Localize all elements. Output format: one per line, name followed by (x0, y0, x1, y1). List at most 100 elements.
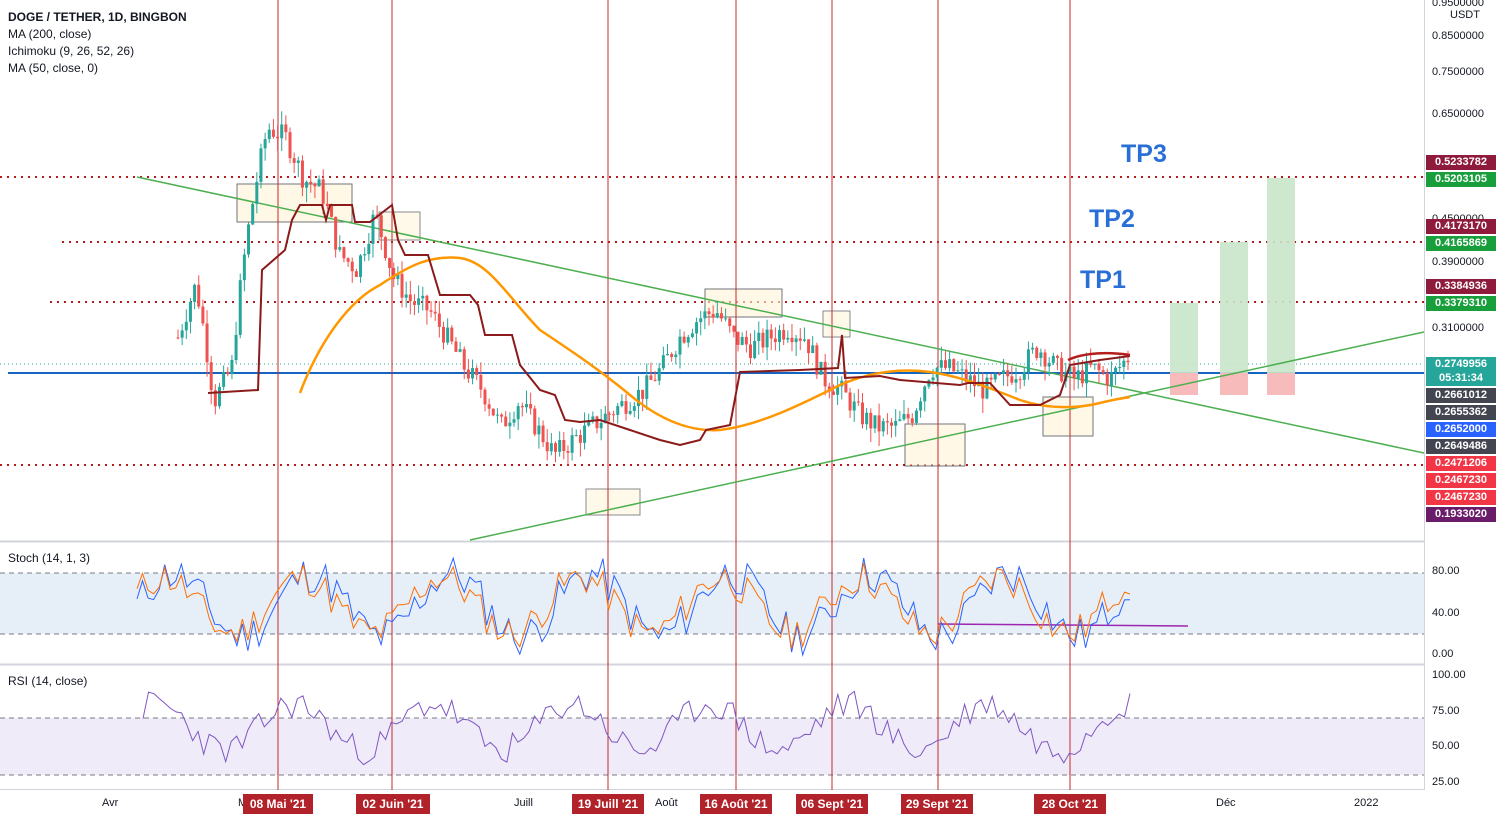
stoch-support-line[interactable] (937, 623, 1189, 627)
pivot-box[interactable] (904, 423, 966, 467)
ascending-trendline[interactable] (469, 331, 1425, 541)
candle-body (1122, 360, 1126, 368)
main-pane[interactable] (0, 0, 1424, 540)
candle-body (1051, 355, 1055, 363)
candle-body (869, 412, 873, 429)
candle-body (1080, 370, 1084, 384)
candle-body (860, 402, 864, 425)
pivot-box[interactable] (1042, 396, 1094, 437)
candle-body (276, 136, 280, 139)
candle-body (670, 353, 674, 357)
candle-body (1047, 362, 1051, 367)
candle-body (458, 349, 462, 352)
price-tag: 0.2655362 (1426, 405, 1496, 420)
candle-body (404, 294, 408, 298)
candle-body (1031, 347, 1035, 350)
candle-body (226, 371, 230, 375)
rsi-legend[interactable]: RSI (14, close) (8, 674, 88, 688)
ma200-legend[interactable]: MA (200, close) (8, 27, 92, 41)
candle-body (778, 330, 782, 343)
pivot-box[interactable] (822, 310, 851, 338)
candle-body (570, 435, 574, 453)
candle-body (1105, 372, 1109, 386)
candle-body (894, 420, 898, 426)
price-tag: 0.1933020 (1426, 507, 1496, 522)
candle-body (873, 415, 877, 429)
countdown-tag: 05:31:34 (1426, 371, 1496, 386)
candle-body (910, 418, 914, 423)
candle-body (371, 214, 375, 244)
candle-body (367, 243, 371, 255)
candle-body (674, 354, 678, 357)
candle-body (201, 306, 205, 324)
ma50-legend[interactable]: MA (50, close, 0) (8, 61, 99, 75)
candle-body (653, 379, 657, 381)
candle-body (1089, 361, 1093, 365)
candle-body (902, 414, 906, 420)
date-marker-lines (277, 0, 1071, 790)
candle-body (342, 247, 346, 259)
candle-body (321, 179, 325, 204)
candle-body (1126, 360, 1130, 363)
candle-body (421, 295, 425, 299)
rsi-tick: 75.00 (1432, 705, 1460, 717)
candle-body (437, 313, 441, 327)
candle-body (388, 258, 392, 268)
candle-body (798, 338, 802, 341)
candle-body (375, 214, 379, 216)
stoch-legend[interactable]: Stoch (14, 1, 3) (8, 551, 91, 565)
candle-body (359, 255, 363, 277)
candle-body (334, 216, 338, 250)
candle-body (500, 414, 504, 417)
month-label: Août (655, 797, 678, 809)
candle-body (392, 267, 396, 280)
candle-body (782, 330, 786, 340)
price-tag: 0.3384936 (1426, 279, 1496, 294)
candle-body (259, 148, 263, 182)
pivot-box[interactable] (378, 211, 421, 241)
candle-body (682, 336, 686, 343)
candle-body (205, 323, 209, 363)
candle-body (280, 124, 284, 139)
candle-body (773, 338, 777, 343)
stop-zone-2 (1220, 373, 1248, 395)
ichimoku-legend[interactable]: Ichimoku (9, 26, 52, 26) (8, 44, 135, 58)
ichimoku-line (1067, 351, 1131, 362)
candle-body (748, 344, 752, 359)
candle-body (815, 345, 819, 375)
candle-body (624, 401, 628, 414)
candle-body (981, 381, 985, 399)
symbol-title[interactable]: DOGE / TETHER, 1D, BINGBON (8, 10, 187, 24)
rsi-line (142, 690, 1131, 766)
candle-body (180, 330, 184, 338)
candle-body (952, 359, 956, 372)
candle-body (753, 340, 757, 359)
candle-body (989, 377, 993, 380)
candle-body (491, 408, 495, 416)
candle-body (657, 368, 661, 381)
candle-body (744, 336, 748, 345)
candle-body (255, 181, 259, 204)
candle-body (628, 410, 632, 414)
price-tick: 0.7500000 (1432, 66, 1484, 78)
candle-body (765, 329, 769, 348)
descending-trendline[interactable] (136, 176, 1425, 454)
stoch-tick: 80.00 (1432, 565, 1460, 577)
candle-body (193, 284, 197, 302)
candle-body (329, 205, 333, 217)
candle-body (848, 392, 852, 411)
candle-body (645, 375, 649, 399)
candle-body (927, 380, 931, 387)
candle-body (446, 327, 450, 343)
ichimoku-line (207, 203, 1131, 447)
candle-body (956, 370, 960, 372)
candle-body (433, 311, 437, 314)
pivot-box[interactable] (585, 488, 641, 516)
price-tick: 0.9500000 (1432, 0, 1484, 9)
month-label: Déc (1216, 797, 1236, 809)
candle-body (483, 389, 487, 405)
candle-body (562, 439, 566, 452)
candle-body (1093, 363, 1097, 365)
month-label: Avr (102, 797, 119, 809)
